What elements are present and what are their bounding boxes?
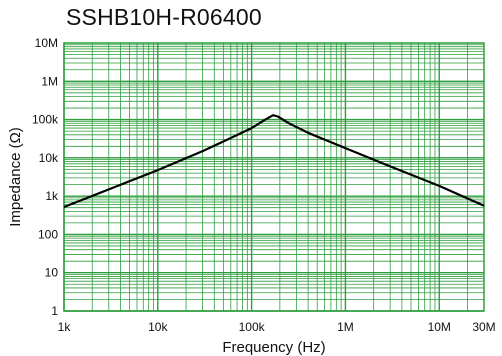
y-tick-label: 1 (51, 304, 58, 318)
y-axis-label: Impedance (Ω) (7, 127, 24, 227)
x-tick-label: 10k (148, 320, 168, 334)
impedance-curve (63, 114, 485, 209)
x-tick-label: 100k (239, 320, 266, 334)
grid (63, 43, 485, 312)
y-tick-label: 10M (35, 36, 58, 50)
y-tick-label: 100k (32, 113, 59, 127)
y-tick-label: 1M (41, 74, 58, 88)
x-axis-label: Frequency (Hz) (222, 339, 325, 356)
plot-frame (63, 42, 485, 312)
x-tick-label: 1M (337, 320, 354, 334)
y-tick-label: 10k (39, 151, 59, 165)
y-tick-label: 100 (38, 227, 58, 241)
x-tick-label: 30M (472, 320, 495, 334)
tick-labels: 1k 10k 100k 1M 10M 30M 1 10 100 1k 10k 100k 1M 10M (32, 36, 496, 334)
y-tick-label: 1k (45, 189, 59, 203)
x-tick-label: 1k (58, 320, 72, 334)
y-tick-label: 10 (45, 266, 59, 280)
chart-title: SSHB10H-R06400 (66, 4, 262, 30)
x-tick-label: 10M (428, 320, 451, 334)
